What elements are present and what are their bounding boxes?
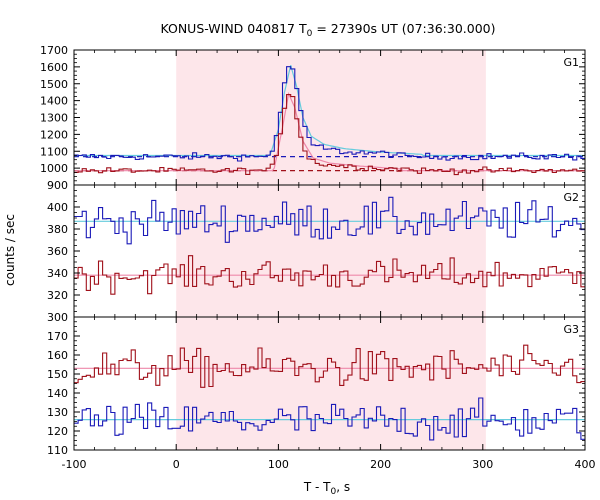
y-tick-label: 320 xyxy=(47,289,68,302)
x-tick-label: 200 xyxy=(370,458,391,471)
plot-area: 90010001100120013001400150016001700G1300… xyxy=(40,44,596,471)
panel-label: G2 xyxy=(563,191,579,204)
y-tick-label: 110 xyxy=(47,444,68,457)
model-line-pink xyxy=(74,91,585,172)
x-tick-label: 300 xyxy=(472,458,493,471)
series-histogram-blue xyxy=(74,196,585,245)
y-tick-label: 140 xyxy=(47,387,68,400)
y-tick-label: 1000 xyxy=(40,162,68,175)
y-tick-label: 160 xyxy=(47,349,68,362)
y-tick-label: 900 xyxy=(47,179,68,192)
x-tick-label: 0 xyxy=(173,458,180,471)
series-histogram-red xyxy=(74,344,585,388)
panel-g2 xyxy=(74,196,585,295)
y-tick-label: 1300 xyxy=(40,112,68,125)
series-histogram-red xyxy=(74,94,585,176)
y-tick-label: 170 xyxy=(47,330,68,343)
panel-g3 xyxy=(74,344,585,441)
y-tick-label: 150 xyxy=(47,368,68,381)
y-tick-label: 300 xyxy=(47,311,68,324)
y-tick-label: 360 xyxy=(47,245,68,258)
chart-title: KONUS-WIND 040817 T0 = 27390s UT (07:36:… xyxy=(160,21,495,39)
y-tick-label: 1100 xyxy=(40,145,68,158)
x-tick-label: -100 xyxy=(62,458,87,471)
y-tick-label: 120 xyxy=(47,425,68,438)
y-tick-label: 380 xyxy=(47,223,68,236)
x-axis-label: T - T0, s xyxy=(303,480,350,497)
y-tick-label: 130 xyxy=(47,406,68,419)
series-histogram-red xyxy=(74,255,585,295)
panel-g1 xyxy=(74,65,585,176)
x-tick-label: 400 xyxy=(575,458,596,471)
y-tick-label: 340 xyxy=(47,267,68,280)
series-histogram-blue xyxy=(74,66,585,162)
y-tick-label: 1500 xyxy=(40,78,68,91)
y-tick-label: 1400 xyxy=(40,95,68,108)
shaded-interval xyxy=(176,50,486,450)
y-tick-label: 1200 xyxy=(40,128,68,141)
series-histogram-blue xyxy=(74,397,585,441)
y-tick-label: 400 xyxy=(47,201,68,214)
y-tick-label: 1600 xyxy=(40,61,68,74)
panel-label: G3 xyxy=(563,323,579,336)
y-axis-label: counts / sec xyxy=(3,214,17,286)
x-tick-label: 100 xyxy=(268,458,289,471)
panel-label: G1 xyxy=(563,56,579,69)
y-tick-label: 1700 xyxy=(40,44,68,57)
model-line-cyan xyxy=(74,65,585,157)
